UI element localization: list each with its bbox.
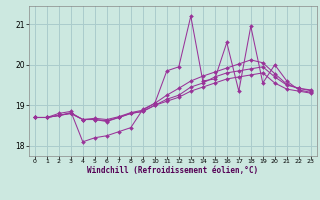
X-axis label: Windchill (Refroidissement éolien,°C): Windchill (Refroidissement éolien,°C) — [87, 166, 258, 175]
